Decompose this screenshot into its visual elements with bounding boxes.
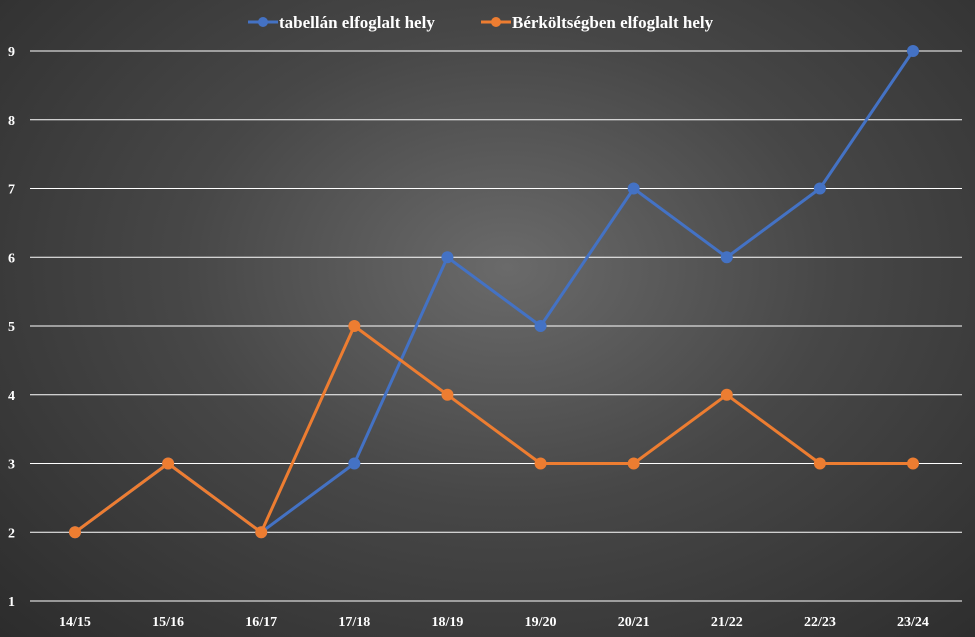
y-tick-label: 6 xyxy=(8,251,15,266)
data-point xyxy=(255,526,268,539)
legend-swatch-marker xyxy=(258,17,268,27)
data-point xyxy=(441,251,454,264)
data-point xyxy=(813,182,826,195)
data-point xyxy=(441,388,454,401)
x-tick-label: 19/20 xyxy=(525,615,557,630)
y-tick-label: 8 xyxy=(8,114,15,129)
x-tick-label: 18/19 xyxy=(431,615,463,630)
gridlines xyxy=(30,50,962,602)
legend-item: Bérköltségben elfoglalt hely xyxy=(481,13,714,32)
data-point xyxy=(720,388,733,401)
data-point xyxy=(162,457,175,470)
data-point xyxy=(720,251,733,264)
y-axis-ticks: 1 2 3 4 5 6 7 8 9 xyxy=(8,45,15,610)
data-point xyxy=(907,45,919,57)
series-line xyxy=(73,49,915,534)
x-tick-label: 22/23 xyxy=(804,615,836,630)
x-axis-ticks: 14/15 15/16 16/17 17/18 18/19 19/20 20/21 21/22… xyxy=(59,615,929,630)
x-tick-label: 14/15 xyxy=(59,615,91,630)
x-tick-label: 15/16 xyxy=(152,615,184,630)
data-point xyxy=(813,457,826,470)
legend-label: Bérköltségben elfoglalt hely xyxy=(512,13,714,32)
x-tick-label: 20/21 xyxy=(618,615,650,630)
y-tick-label: 7 xyxy=(8,183,15,198)
series-1 xyxy=(69,320,919,539)
data-point xyxy=(534,320,547,332)
data-point xyxy=(627,457,640,470)
legend-label: tabellán elfoglalt hely xyxy=(279,13,435,32)
series-lines xyxy=(69,45,919,539)
series-line xyxy=(73,324,915,534)
data-point xyxy=(348,457,361,470)
series-0 xyxy=(69,45,919,539)
legend: tabellán elfoglalt hely Bérköltségben elf… xyxy=(248,13,714,32)
y-tick-label: 9 xyxy=(8,45,15,60)
x-tick-label: 23/24 xyxy=(897,615,929,630)
data-point xyxy=(627,182,640,195)
data-point xyxy=(534,457,547,470)
legend-swatch-marker xyxy=(491,17,501,27)
data-point xyxy=(69,526,81,539)
x-tick-label: 17/18 xyxy=(338,615,370,630)
x-tick-label: 21/22 xyxy=(711,615,743,630)
data-point xyxy=(907,457,919,470)
data-point xyxy=(348,320,361,332)
y-tick-label: 1 xyxy=(8,595,15,610)
y-tick-label: 2 xyxy=(8,526,15,541)
y-tick-label: 5 xyxy=(8,320,15,335)
legend-item: tabellán elfoglalt hely xyxy=(248,13,435,32)
y-tick-label: 3 xyxy=(8,458,15,473)
y-tick-label: 4 xyxy=(8,389,15,404)
x-tick-label: 16/17 xyxy=(245,615,277,630)
